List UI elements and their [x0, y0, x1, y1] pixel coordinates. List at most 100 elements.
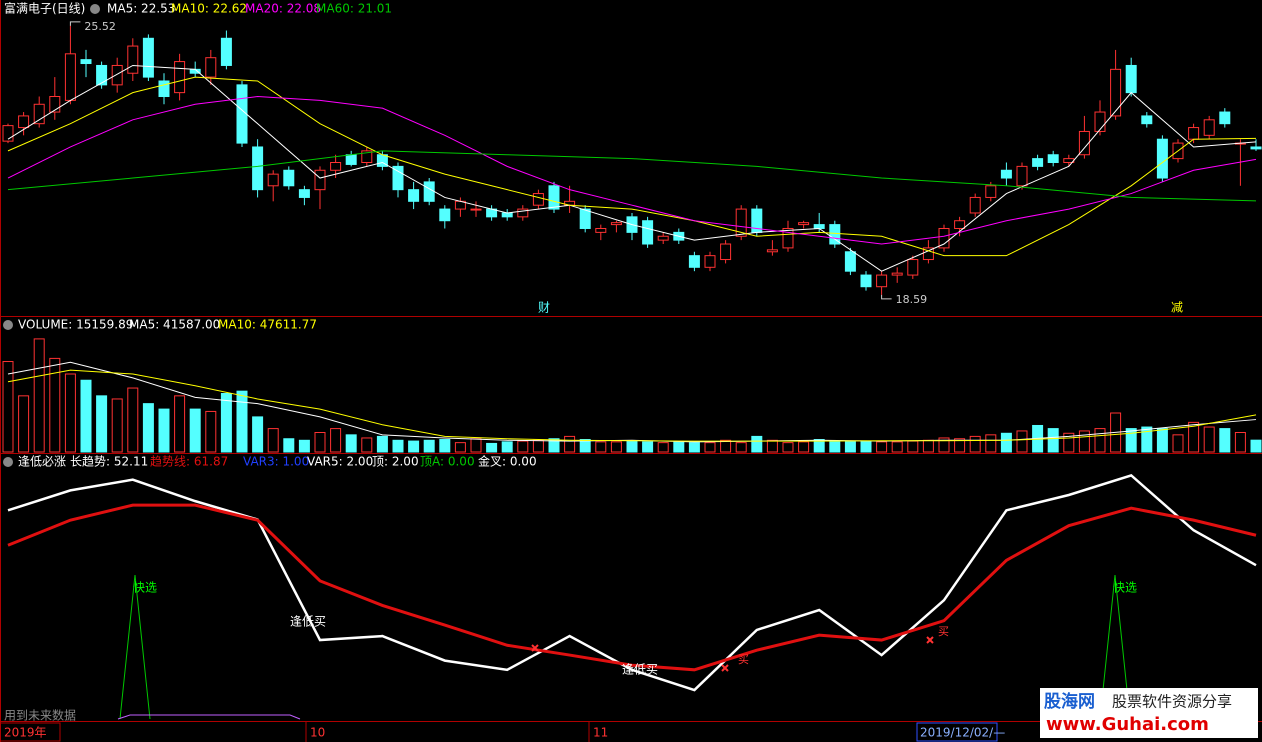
legend-entry: 顶A: 0.00: [420, 455, 475, 469]
menu-icon[interactable]: [90, 4, 100, 14]
volume-bar: [1188, 421, 1200, 453]
volume-bar: [18, 395, 30, 453]
legend-entry: 趋势线: 61.87: [150, 455, 228, 469]
buy-label: 逢低买: [290, 615, 326, 629]
candle-body: [423, 181, 435, 202]
candle-body: [33, 103, 45, 125]
volume-bar: [408, 440, 420, 453]
volume-bar: [829, 440, 841, 453]
volume-bar: [673, 441, 685, 453]
menu-icon[interactable]: [3, 320, 13, 330]
candle-body: [829, 224, 841, 245]
candle-body: [501, 212, 513, 218]
marker-arrow: [881, 294, 892, 300]
volume-bar: [486, 442, 498, 453]
candle-body: [969, 196, 981, 214]
candle-body: [64, 53, 76, 101]
candle-body: [330, 162, 342, 171]
candle-body: [1188, 127, 1200, 140]
volume-bar: [595, 441, 607, 453]
candle-body: [704, 255, 716, 268]
volume-bar: [766, 439, 778, 453]
candle-body: [408, 189, 420, 202]
volume-bar: [454, 442, 466, 453]
volume-bar: [1047, 428, 1059, 453]
volume-bar: [205, 410, 217, 453]
candle-body: [766, 249, 778, 253]
legend-entry: MA5: 22.53: [107, 2, 175, 16]
buy-marker: [926, 636, 934, 644]
buy-marker: [721, 664, 729, 672]
candle-body: [782, 227, 794, 249]
candle-body: [938, 227, 950, 249]
volume-bar: [1141, 426, 1153, 453]
legend-entry: 金叉: 0.00: [478, 454, 537, 469]
volume-bar: [501, 441, 513, 453]
buy-label: 买: [938, 625, 949, 638]
volume-bar: [844, 440, 856, 453]
candle-body: [283, 169, 295, 187]
event-label: 减: [1171, 301, 1183, 315]
volume-bar: [2, 361, 14, 453]
candle-body: [1203, 119, 1215, 136]
candle-body: [314, 169, 326, 191]
legend-entry: VAR3: 1.00: [243, 455, 309, 469]
volume-bar: [283, 438, 295, 453]
volume-bar: [158, 408, 170, 453]
max-label: 25.52: [84, 20, 116, 33]
candle-body: [392, 165, 404, 191]
legend-entry: MA5: 41587.00: [129, 318, 220, 332]
volume-bar: [610, 441, 622, 453]
volume-bar: [298, 439, 310, 453]
watermark: 股海网 股票软件资源分享 www.Guhai.com: [1040, 688, 1258, 738]
volume-bar: [189, 408, 201, 453]
volume-bar: [345, 434, 357, 453]
line-series: [7, 76, 1257, 257]
volume-bar: [954, 438, 966, 453]
line-series: [7, 64, 1257, 272]
candle-body: [2, 125, 14, 142]
candle-body: [517, 208, 529, 218]
volume-bar: [907, 440, 919, 453]
legend-entry: MA20: 22.08: [245, 2, 321, 16]
candle-body: [735, 208, 747, 237]
candle-body: [174, 61, 186, 94]
note: 用到未来数据: [4, 708, 76, 723]
menu-icon[interactable]: [3, 457, 13, 467]
candle-body: [111, 64, 123, 86]
volume-bar: [891, 441, 903, 453]
candle-body: [922, 247, 934, 261]
volume-bar: [688, 442, 700, 453]
volume-bar: [985, 434, 997, 453]
volume-bar: [642, 441, 654, 453]
x-tick-label: 10: [310, 726, 325, 740]
volume-bar: [1219, 428, 1231, 453]
watermark-name: 股海网: [1044, 691, 1095, 712]
candle-body: [470, 208, 482, 211]
candle-body: [142, 37, 154, 78]
volume-bar: [657, 442, 669, 453]
candle-body: [985, 185, 997, 198]
buy-marker: [531, 644, 539, 652]
marker-arrow: [69, 21, 81, 26]
candle-body: [595, 227, 607, 233]
signal-spike: [119, 574, 151, 720]
chart-title: 富满电子(日线): [4, 1, 85, 16]
volume-bar: [782, 442, 794, 453]
candle-body: [345, 154, 357, 165]
line-series: [7, 369, 1257, 442]
candle-body: [860, 274, 872, 288]
signal-label: 快选: [133, 581, 157, 595]
candle-body: [205, 57, 217, 78]
volume-bar: [1016, 430, 1028, 453]
candle-body: [876, 274, 888, 288]
signal-label: 快选: [1113, 581, 1137, 595]
volume-bar: [938, 437, 950, 453]
volume-title: VOLUME: 15159.89: [18, 318, 133, 332]
candle-body: [548, 185, 560, 210]
candle-body: [49, 96, 61, 113]
volume-bar: [423, 439, 435, 453]
volume-bar: [751, 435, 763, 453]
candle-body: [1110, 68, 1122, 117]
